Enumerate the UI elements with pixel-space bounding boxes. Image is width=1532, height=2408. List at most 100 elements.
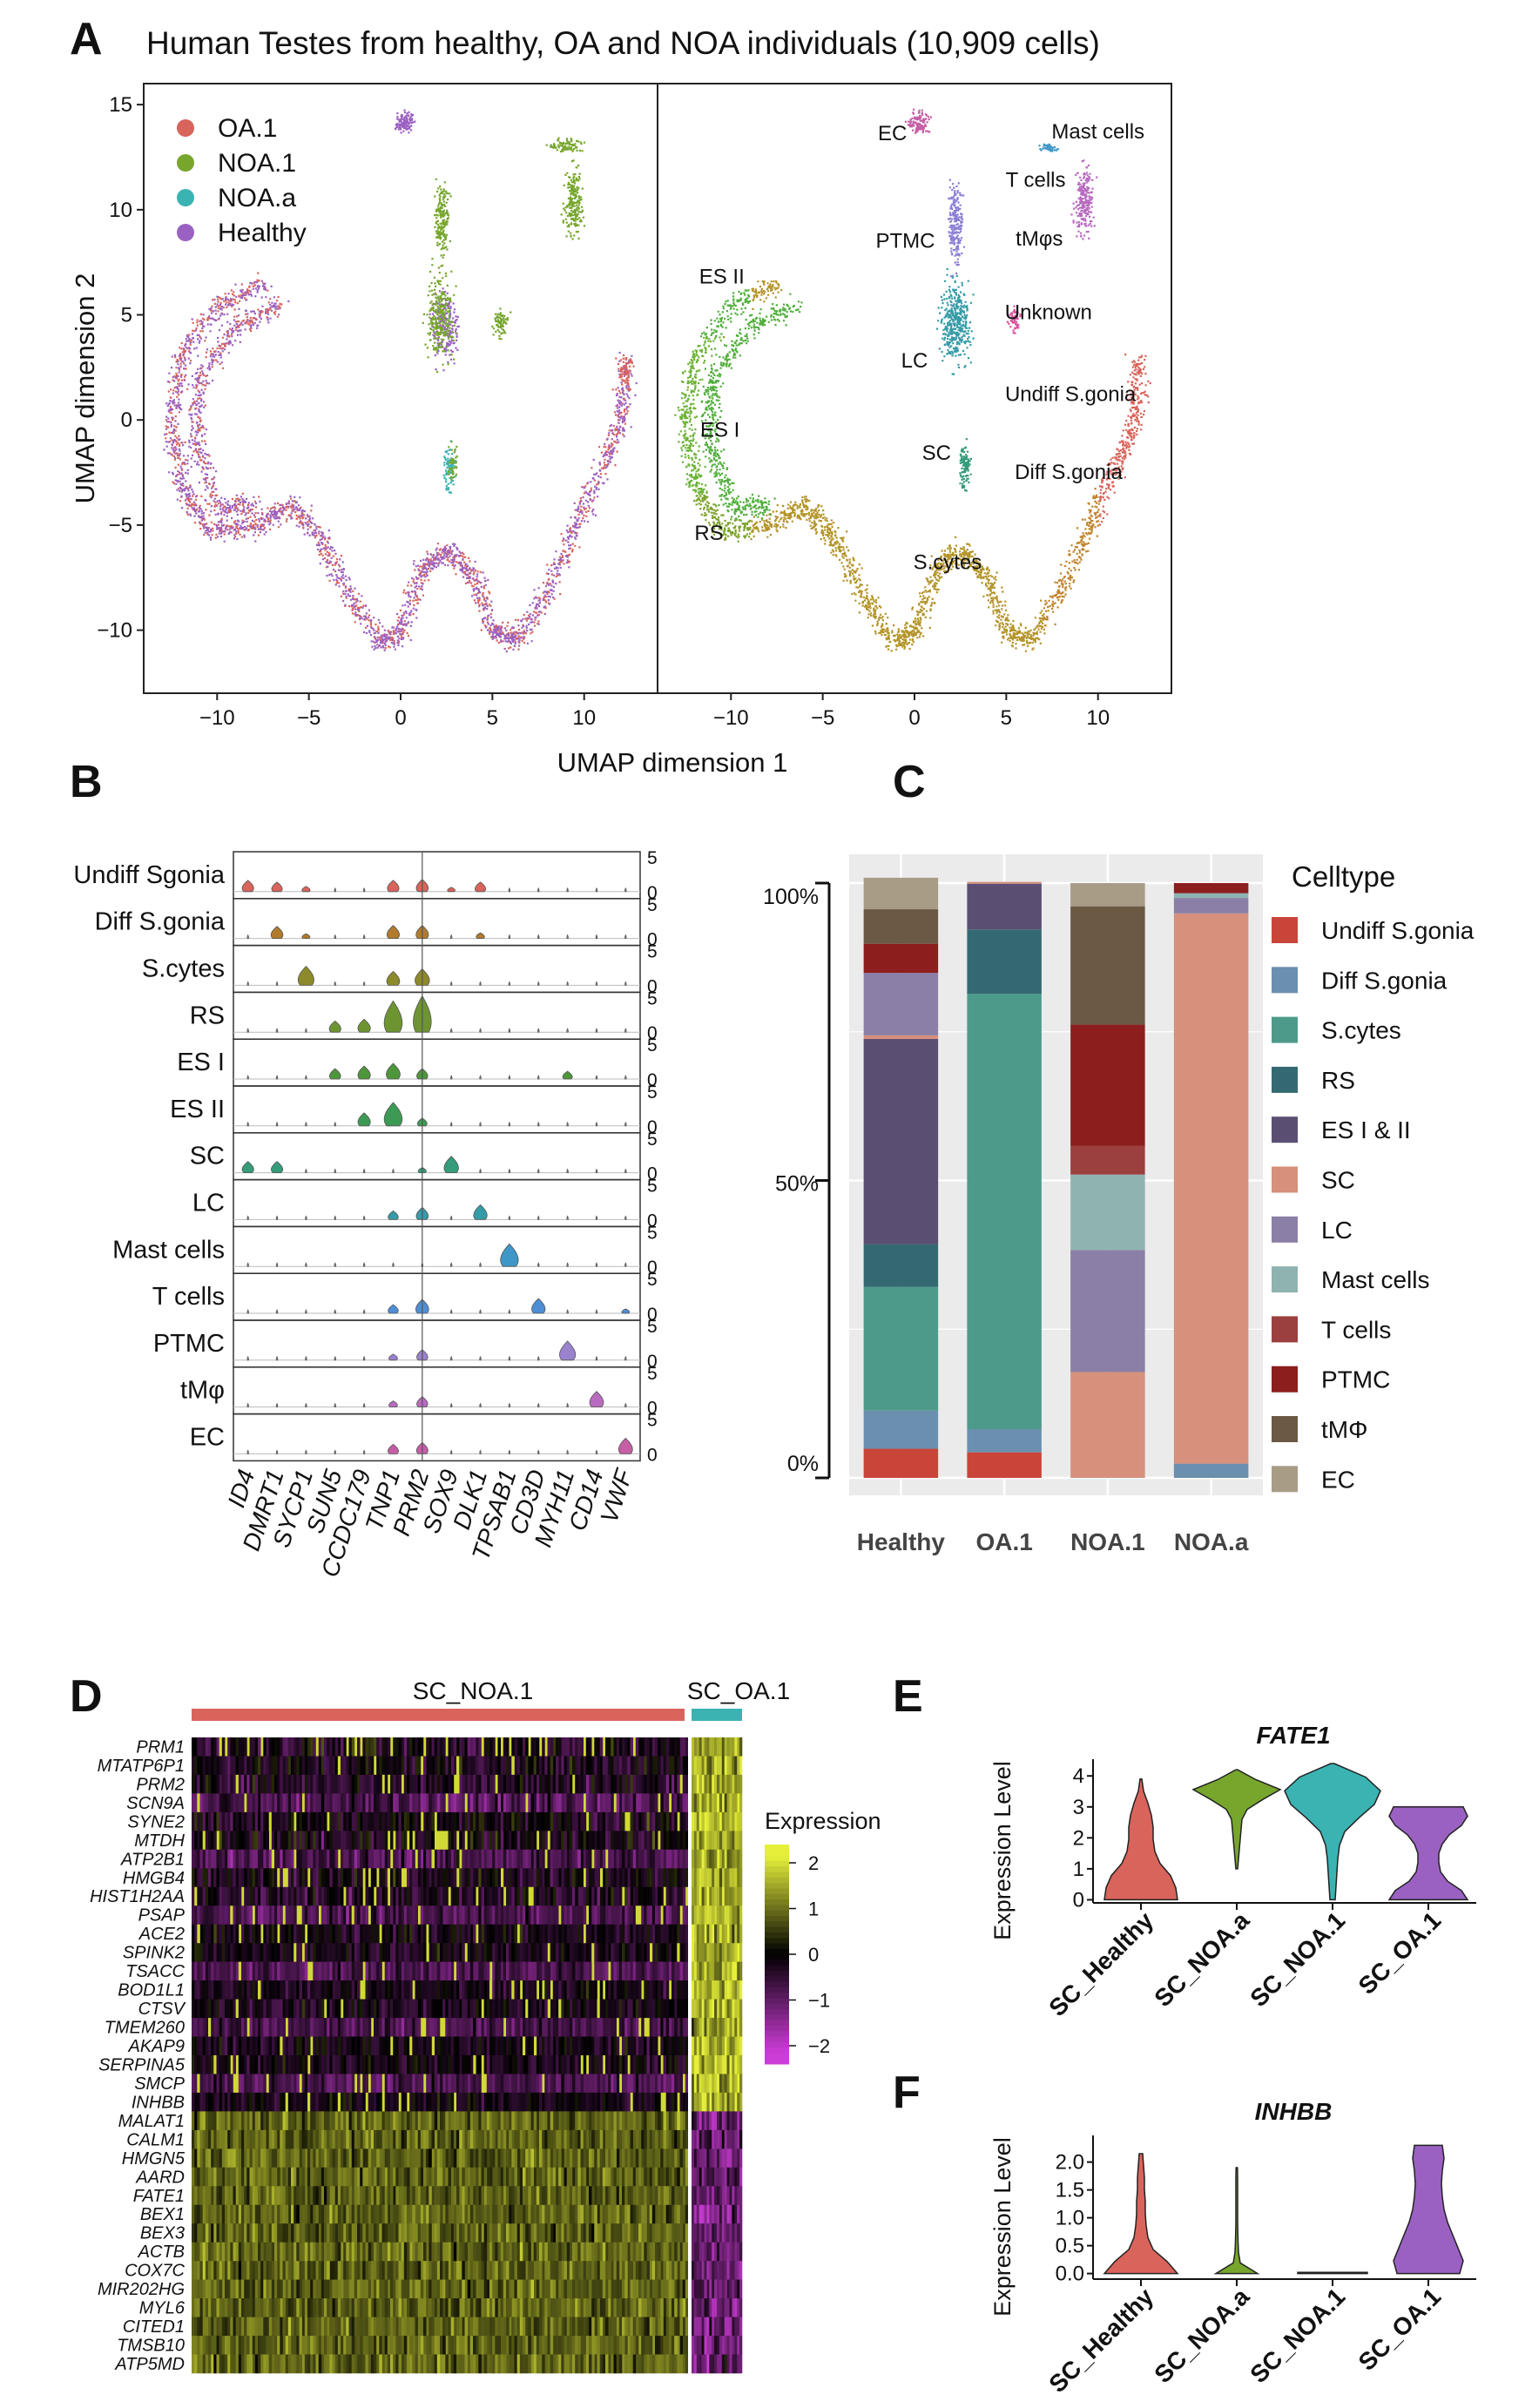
- heatmap-cells: [724, 2317, 727, 2337]
- heatmap-cells: [324, 2298, 327, 2317]
- heatmap-cells: [649, 2204, 653, 2224]
- heatmap-cells: [674, 2036, 678, 2056]
- heatmap-cells: [365, 1999, 368, 2019]
- heatmap-cells: [401, 2074, 405, 2094]
- heatmap-cells: [739, 1980, 743, 2000]
- heatmap-cells: [271, 2167, 275, 2187]
- umap-cluster-label: PTMC: [875, 229, 935, 253]
- heatmap-cells: [737, 1905, 740, 1925]
- heatmap-cells: [737, 1999, 740, 2019]
- heatmap-cells: [192, 2336, 195, 2355]
- violin-shape: [479, 1402, 482, 1407]
- heatmap-cells: [473, 2018, 476, 2037]
- legend-swatch: [1272, 1316, 1298, 1343]
- heatmap-cells: [635, 1756, 639, 1776]
- heatmap-cells: [674, 2074, 678, 2094]
- heatmap-cells: [547, 1774, 573, 1794]
- heatmap-cells: [618, 2186, 623, 2206]
- heatmap-cells: [608, 2148, 611, 2169]
- heatmap-cells: [462, 2223, 465, 2243]
- heatmap-cells: [701, 2092, 738, 2112]
- heatmap-cells: [696, 2036, 699, 2056]
- heatmap-cells: [351, 2336, 355, 2355]
- heatmap-cells: [552, 2018, 557, 2037]
- heatmap-cells: [318, 2036, 322, 2056]
- heatmap-cells: [679, 1924, 683, 1944]
- heatmap-cells: [246, 2261, 250, 2280]
- heatmap-cells: [429, 2148, 432, 2169]
- heatmap-cells: [362, 2261, 366, 2280]
- heatmap-cells: [478, 1756, 482, 1776]
- heatmap-cells: [464, 2186, 468, 2206]
- heatmap-cells: [434, 1980, 438, 2000]
- heatmap-cells: [374, 1793, 377, 1813]
- heatmap-cells: [726, 1905, 730, 1925]
- heatmap-cells: [589, 1793, 592, 1813]
- heatmap-cells: [473, 2074, 476, 2094]
- heatmap-cells: [374, 1980, 377, 2000]
- heatmap-cells: [384, 1905, 388, 1925]
- violin-shape: [537, 1168, 540, 1173]
- heatmap-cells: [412, 2279, 415, 2299]
- heatmap-cells: [254, 1999, 259, 2019]
- heatmap-cells: [646, 2055, 650, 2074]
- heatmap-cells: [489, 2092, 507, 2112]
- heatmap-cells: [701, 2204, 705, 2224]
- heatmap-cells: [556, 2242, 559, 2262]
- heatmap-cells: [699, 1886, 702, 1906]
- heatmap-cells: [192, 2129, 195, 2149]
- heatmap-cells: [483, 1774, 488, 1794]
- heatmap-cells: [258, 1774, 261, 1794]
- heatmap-cells: [407, 2298, 410, 2317]
- heatmap-cells: [492, 2148, 496, 2169]
- heatmap-cells: [660, 1849, 664, 1869]
- heatmap-cells: [672, 1943, 675, 1962]
- umap-cluster-label: tMφs: [1016, 227, 1063, 251]
- heatmap-cells: [739, 1831, 743, 1851]
- heatmap-cells: [660, 2129, 664, 2149]
- heatmap-cells: [478, 2336, 482, 2355]
- heatmap-cells: [577, 1980, 581, 2000]
- bar-segment: [863, 1244, 939, 1287]
- heatmap-cells: [514, 2167, 517, 2187]
- heatmap-cells: [478, 2167, 482, 2187]
- heatmap-cells: [227, 1831, 231, 1851]
- violin-shape: [566, 1121, 569, 1127]
- heatmap-cells: [393, 2055, 396, 2074]
- heatmap-cells: [440, 1943, 462, 1962]
- heatmap-cells: [575, 1905, 578, 1925]
- heatmap-cells: [346, 2167, 349, 2187]
- heatmap-cells: [589, 2223, 592, 2243]
- heatmap-cells: [729, 1831, 732, 1851]
- violin-axis-tick: 0: [647, 1023, 658, 1043]
- heatmap-cells: [384, 2186, 388, 2206]
- heatmap-cells: [357, 1886, 361, 1906]
- heatmap-cells: [436, 2242, 441, 2262]
- heatmap-cells: [398, 1943, 402, 1962]
- heatmap-cells: [583, 2298, 587, 2317]
- heatmap-cells: [706, 2036, 710, 2056]
- heatmap-cells: [199, 2186, 203, 2206]
- heatmap-cells: [448, 1849, 451, 1869]
- heatmap-cells: [651, 2167, 656, 2187]
- heatmap-cells: [327, 1886, 330, 1906]
- heatmap-cells: [714, 2092, 718, 2112]
- heatmap-cells: [692, 2036, 695, 2056]
- heatmap-cells: [241, 2129, 245, 2149]
- heatmap-cells: [246, 1886, 250, 1906]
- y-tick-label: −5: [109, 514, 132, 537]
- heatmap-cells: [552, 2223, 557, 2243]
- heatmap-cells: [717, 2129, 720, 2149]
- heatmap-cells: [241, 2204, 245, 2224]
- heatmap-cells: [313, 2186, 316, 2206]
- heatmap-cells: [679, 2036, 683, 2056]
- heatmap-cells: [655, 1868, 658, 1888]
- heatmap-cells: [301, 1849, 306, 1869]
- legend-label: T cells: [1321, 1316, 1391, 1343]
- heatmap-cells: [564, 1999, 567, 2019]
- heatmap-cells: [211, 1943, 214, 1962]
- heatmap-cells: [605, 1737, 609, 1757]
- heatmap-cells: [597, 2336, 600, 2355]
- heatmap-cells: [668, 2317, 672, 2337]
- heatmap-cells: [365, 2129, 368, 2149]
